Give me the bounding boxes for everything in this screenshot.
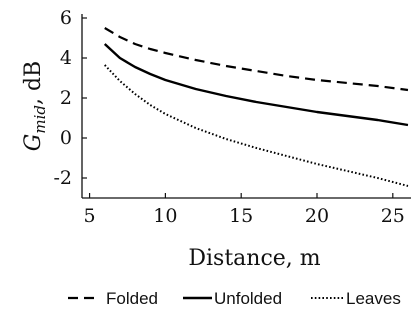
legend-label-leaves: Leaves	[346, 289, 401, 308]
y-axis-label: Gmid, dB	[21, 61, 49, 151]
series-lines	[103, 27, 409, 187]
x-tick-label: 10	[153, 205, 177, 227]
y-axis-label-subscript: mid	[31, 105, 49, 134]
legend-label-folded: Folded	[106, 289, 158, 308]
legend: Folded Unfolded Leaves	[68, 289, 401, 308]
legend-label-unfolded: Unfolded	[214, 289, 282, 308]
y-tick-label: 0	[60, 127, 72, 149]
x-axis-label: Distance, m	[188, 246, 320, 271]
y-tick-label: -2	[53, 167, 72, 189]
series-line-leaves	[104, 64, 409, 187]
series-line-folded	[104, 27, 409, 92]
x-tick-label: 25	[381, 205, 405, 227]
y-tick-label: 4	[60, 47, 72, 69]
x-tick-label: 5	[84, 205, 96, 227]
y-ticks: 6 4 2 0 -2	[53, 7, 87, 189]
y-tick-label: 6	[60, 7, 72, 29]
series-line-unfolded	[103, 43, 409, 127]
y-tick-label: 2	[60, 87, 72, 109]
y-axis-label-main: G	[21, 134, 46, 152]
y-axis-label-unit: , dB	[21, 61, 46, 105]
x-tick-label: 15	[229, 205, 253, 227]
x-ticks: 5 10 15 20 25	[84, 193, 405, 227]
axes	[81, 14, 411, 199]
x-tick-label: 20	[305, 205, 329, 227]
